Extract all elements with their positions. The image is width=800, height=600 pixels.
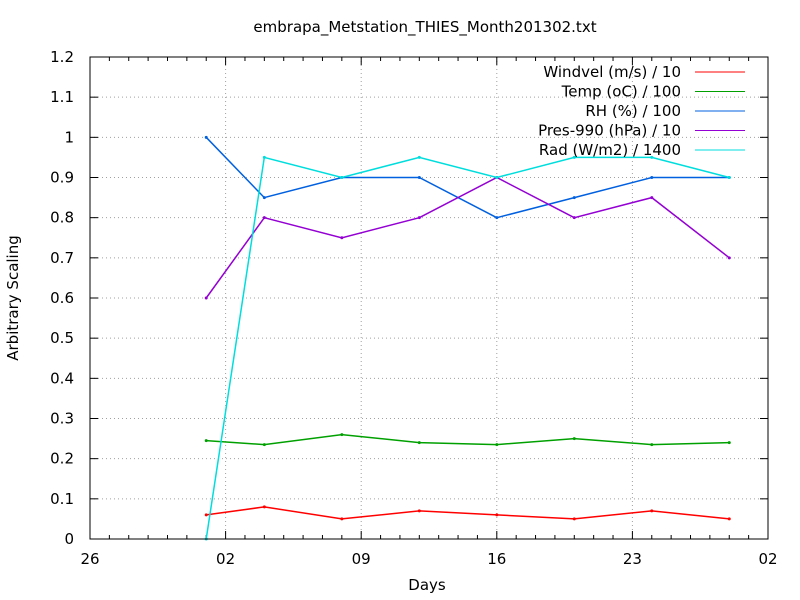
legend-label-4: Pres-990 (hPa) / 10 bbox=[538, 122, 681, 140]
series-4-point bbox=[572, 216, 576, 220]
series-3-point bbox=[204, 135, 208, 139]
series-1-point bbox=[340, 517, 344, 521]
series-5-point bbox=[727, 176, 731, 179]
legend-label-3: RH (%) / 100 bbox=[585, 102, 681, 120]
gridlines bbox=[90, 57, 768, 539]
x-axis-ticks: 26 02 09 16 23 02 bbox=[80, 57, 778, 568]
series-1-point bbox=[495, 513, 499, 517]
plot-area bbox=[204, 135, 731, 541]
series-line-1 bbox=[206, 506, 730, 520]
y-axis-ticks: 0 0.1 0.2 0.3 0.4 0.5 0.6 0.7 0.8 0.9 1 1.1 1.2 bbox=[50, 48, 768, 548]
series-2-point bbox=[650, 443, 654, 447]
series-2-point bbox=[417, 441, 421, 445]
series-1-point bbox=[572, 517, 576, 521]
y-tick-label: 0.8 bbox=[50, 209, 74, 227]
y-axis-label: Arbitrary Scaling bbox=[4, 235, 22, 361]
series-line-5 bbox=[205, 156, 730, 540]
y-tick-label: 0.1 bbox=[50, 490, 74, 508]
series-1-point bbox=[650, 509, 654, 513]
y-tick-label: 1.1 bbox=[50, 88, 74, 106]
series-2-point bbox=[572, 437, 576, 441]
series-1-point bbox=[417, 509, 421, 513]
series-5-point bbox=[650, 155, 654, 159]
series-1-point bbox=[204, 513, 208, 517]
series-5-point bbox=[262, 155, 266, 159]
series-4-point bbox=[727, 256, 731, 260]
series-line-4 bbox=[205, 176, 730, 299]
chart-title: embrapa_Metstation_THIES_Month201302.txt bbox=[253, 18, 596, 37]
series-2-point bbox=[495, 443, 499, 447]
series-4-point bbox=[417, 216, 421, 220]
legend-label-5: Rad (W/m2) / 1400 bbox=[539, 141, 681, 159]
y-tick-label: 0.2 bbox=[50, 450, 74, 468]
legend-label-2: Temp (oC) / 100 bbox=[561, 83, 681, 101]
x-tick-label: 23 bbox=[623, 550, 642, 568]
y-tick-label: 1.2 bbox=[50, 48, 74, 66]
series-3-point bbox=[417, 176, 421, 179]
x-axis-label: Days bbox=[408, 576, 446, 594]
x-tick-label: 02 bbox=[216, 550, 235, 568]
series-2-point bbox=[262, 443, 266, 447]
series-line-2 bbox=[206, 433, 730, 446]
series-4-point bbox=[340, 236, 344, 240]
y-tick-label: 0.5 bbox=[50, 329, 74, 347]
series-5-point bbox=[417, 155, 421, 159]
series-4-point bbox=[262, 216, 266, 220]
y-tick-label: 0.6 bbox=[50, 289, 74, 307]
series-5-point bbox=[572, 155, 576, 159]
series-5-point bbox=[340, 176, 344, 179]
series-1-point bbox=[727, 517, 731, 521]
x-tick-label: 02 bbox=[758, 550, 777, 568]
y-tick-label: 0.3 bbox=[50, 410, 74, 428]
series-3-point bbox=[495, 216, 499, 220]
series-3-point bbox=[572, 196, 576, 200]
y-tick-label: 1 bbox=[64, 128, 74, 146]
series-2-point bbox=[340, 433, 344, 437]
series-3-point bbox=[650, 176, 654, 179]
y-tick-label: 0.4 bbox=[50, 369, 74, 387]
x-tick-label: 26 bbox=[80, 550, 99, 568]
series-5-point bbox=[495, 176, 499, 179]
series-4-point bbox=[204, 296, 208, 300]
y-tick-label: 0.7 bbox=[50, 249, 74, 267]
x-tick-label: 16 bbox=[487, 550, 506, 568]
series-3-point bbox=[262, 196, 266, 200]
series-4-point bbox=[650, 196, 654, 200]
x-tick-label: 09 bbox=[352, 550, 371, 568]
series-2-point bbox=[727, 441, 731, 445]
legend-label-1: Windvel (m/s) / 10 bbox=[543, 63, 681, 81]
y-tick-label: 0 bbox=[64, 530, 74, 548]
plot-frame bbox=[89, 56, 769, 540]
y-tick-label: 0.9 bbox=[50, 169, 74, 187]
series-1-point bbox=[262, 505, 266, 509]
series-2-point bbox=[204, 439, 208, 443]
